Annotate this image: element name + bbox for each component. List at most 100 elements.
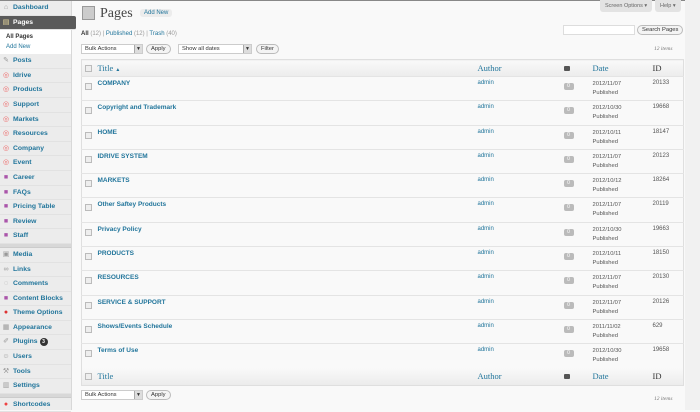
apply-button-bottom[interactable]: Apply bbox=[146, 390, 171, 400]
column-title[interactable]: Title ▲ bbox=[97, 59, 478, 77]
column-date[interactable]: Date bbox=[592, 59, 653, 77]
comment-count-bubble[interactable]: 0 bbox=[563, 277, 574, 285]
sidebar-item-plugins[interactable]: ✐ Plugins 3 bbox=[0, 335, 71, 351]
sidebar-item-comments[interactable]: ◌ Comments bbox=[0, 277, 71, 292]
row-checkbox[interactable] bbox=[85, 83, 92, 90]
row-checkbox[interactable] bbox=[85, 204, 92, 212]
author-link[interactable]: admin bbox=[477, 343, 564, 369]
sidebar-item-pages[interactable]: ▤ Pages bbox=[0, 15, 76, 31]
comment-count-bubble[interactable]: 0 bbox=[563, 228, 574, 236]
comment-count-bubble[interactable]: 0 bbox=[563, 301, 574, 309]
row-checkbox[interactable] bbox=[85, 350, 92, 358]
row-checkbox[interactable] bbox=[85, 325, 92, 333]
sidebar-item-review[interactable]: ■ Review bbox=[0, 215, 71, 230]
sidebar-item-pricing-table[interactable]: ■ Pricing Table bbox=[0, 200, 71, 215]
column-comments[interactable] bbox=[563, 59, 593, 77]
page-title-link[interactable]: HOME bbox=[97, 128, 118, 136]
sidebar-item-company[interactable]: ◎ Company bbox=[0, 142, 71, 157]
comment-count-bubble[interactable]: 0 bbox=[563, 107, 574, 115]
author-link[interactable]: admin bbox=[477, 318, 564, 344]
sidebar-item-resources[interactable]: ◎ Resources bbox=[0, 127, 71, 142]
sidebar-item-products[interactable]: ◎ Products bbox=[0, 83, 71, 98]
row-checkbox[interactable] bbox=[85, 301, 92, 309]
row-checkbox[interactable] bbox=[85, 155, 92, 163]
sidebar-item-dashboard[interactable]: ⌂ Dashboard bbox=[0, 1, 71, 16]
filter-all[interactable]: All bbox=[81, 31, 89, 37]
comment-count-bubble[interactable]: 0 bbox=[563, 253, 574, 261]
comment-count-bubble[interactable]: 0 bbox=[563, 350, 574, 358]
page-title-link[interactable]: Shows/Events Schedule bbox=[97, 322, 173, 330]
sidebar-item-settings[interactable]: ▥ Settings bbox=[0, 379, 71, 394]
page-title-link[interactable]: MARKETS bbox=[97, 177, 130, 185]
comment-count-bubble[interactable]: 0 bbox=[563, 83, 574, 90]
page-title-link[interactable]: Terms of Use bbox=[97, 347, 139, 355]
comment-count-bubble[interactable]: 0 bbox=[563, 325, 574, 333]
sidebar-item-users[interactable]: ☺ Users bbox=[0, 350, 71, 365]
row-checkbox[interactable] bbox=[85, 228, 92, 236]
author-link[interactable]: admin bbox=[477, 100, 564, 126]
sidebar-item-idrive[interactable]: ◎ Idrive bbox=[0, 69, 71, 84]
select-all-checkbox[interactable] bbox=[85, 65, 92, 72]
help-button[interactable]: Help ▾ bbox=[655, 0, 681, 12]
search-input[interactable] bbox=[563, 25, 635, 35]
filter-trash[interactable]: Trash bbox=[149, 31, 165, 37]
bulk-actions-select-top[interactable]: Bulk Actions ▼ bbox=[81, 44, 143, 54]
sidebar-item-appearance[interactable]: ▦ Appearance bbox=[0, 321, 71, 336]
scrollbar[interactable] bbox=[685, 0, 700, 410]
page-title-link[interactable]: COMPANY bbox=[97, 80, 131, 87]
sidebar-item-faqs[interactable]: ■ FAQs bbox=[0, 186, 71, 201]
comment-count-bubble[interactable]: 0 bbox=[563, 204, 574, 212]
sidebar-item-event[interactable]: ◎ Event bbox=[0, 156, 71, 171]
comment-count-bubble[interactable]: 0 bbox=[563, 180, 574, 188]
sidebar-item-links[interactable]: ∞ Links bbox=[0, 263, 71, 278]
page-title-link[interactable]: RESOURCES bbox=[97, 274, 139, 282]
page-title-link[interactable]: Privacy Policy bbox=[97, 225, 142, 233]
row-checkbox[interactable] bbox=[85, 180, 92, 188]
filter-published[interactable]: Published bbox=[105, 31, 133, 37]
select-all-checkbox-bottom[interactable] bbox=[85, 373, 92, 381]
page-title-link[interactable]: Other Saftey Products bbox=[97, 201, 167, 209]
sidebar-item-career[interactable]: ■ Career bbox=[0, 171, 71, 186]
screen-options-button[interactable]: Screen Options ▾ bbox=[600, 0, 653, 12]
sidebar-item-content-blocks[interactable]: ■ Content Blocks bbox=[0, 292, 71, 307]
row-checkbox[interactable] bbox=[85, 131, 92, 139]
page-title-link[interactable]: IDRIVE SYSTEM bbox=[97, 152, 148, 160]
sidebar-item-markets[interactable]: ◎ Markets bbox=[0, 113, 71, 128]
filter-button[interactable]: Filter bbox=[256, 44, 279, 54]
sidebar-item-support[interactable]: ◎ Support bbox=[0, 98, 71, 113]
row-checkbox[interactable] bbox=[85, 277, 92, 285]
sidebar-item-media[interactable]: ▣ Media bbox=[0, 248, 71, 263]
author-link[interactable]: admin bbox=[477, 75, 564, 101]
column-author[interactable]: Author bbox=[477, 59, 564, 77]
sidebar-item-staff[interactable]: ■ Staff bbox=[0, 229, 71, 244]
sidebar-item-tools[interactable]: ⚒ Tools bbox=[0, 365, 71, 380]
sidebar-item-posts[interactable]: ✎ Posts bbox=[0, 54, 71, 69]
author-link[interactable]: admin bbox=[477, 148, 564, 174]
page-title-link[interactable]: Copyright and Trademark bbox=[97, 104, 177, 112]
author-link[interactable]: admin bbox=[477, 173, 564, 198]
author-link[interactable]: admin bbox=[477, 270, 564, 296]
footer-date[interactable]: Date bbox=[592, 368, 653, 386]
date-filter-select[interactable]: Show all dates ▼ bbox=[178, 44, 252, 54]
sidebar-item-theme-options[interactable]: ● Theme Options bbox=[0, 306, 71, 321]
author-link[interactable]: admin bbox=[477, 124, 564, 150]
bulk-actions-select-bottom[interactable]: Bulk Actions ▼ bbox=[81, 390, 143, 400]
page-title-link[interactable]: PRODUCTS bbox=[97, 250, 134, 258]
add-new-button[interactable]: Add New bbox=[140, 9, 173, 17]
submenu-all-pages[interactable]: All Pages bbox=[6, 34, 34, 41]
row-checkbox[interactable] bbox=[85, 253, 92, 261]
page-title-link[interactable]: SERVICE & SUPPORT bbox=[97, 298, 166, 306]
author-link[interactable]: admin bbox=[477, 246, 564, 271]
comment-count-bubble[interactable]: 0 bbox=[563, 131, 574, 139]
footer-title[interactable]: Title bbox=[97, 368, 478, 386]
search-pages-button[interactable]: Search Pages bbox=[637, 25, 684, 35]
author-link[interactable]: admin bbox=[477, 197, 564, 223]
comment-count-bubble[interactable]: 0 bbox=[563, 155, 574, 163]
apply-button-top[interactable]: Apply bbox=[146, 44, 171, 54]
footer-author[interactable]: Author bbox=[477, 368, 564, 386]
author-link[interactable]: admin bbox=[477, 221, 564, 247]
author-link[interactable]: admin bbox=[477, 294, 564, 320]
submenu-add-new[interactable]: Add New bbox=[6, 44, 31, 51]
row-checkbox[interactable] bbox=[85, 107, 92, 115]
footer-comments[interactable] bbox=[563, 368, 593, 386]
